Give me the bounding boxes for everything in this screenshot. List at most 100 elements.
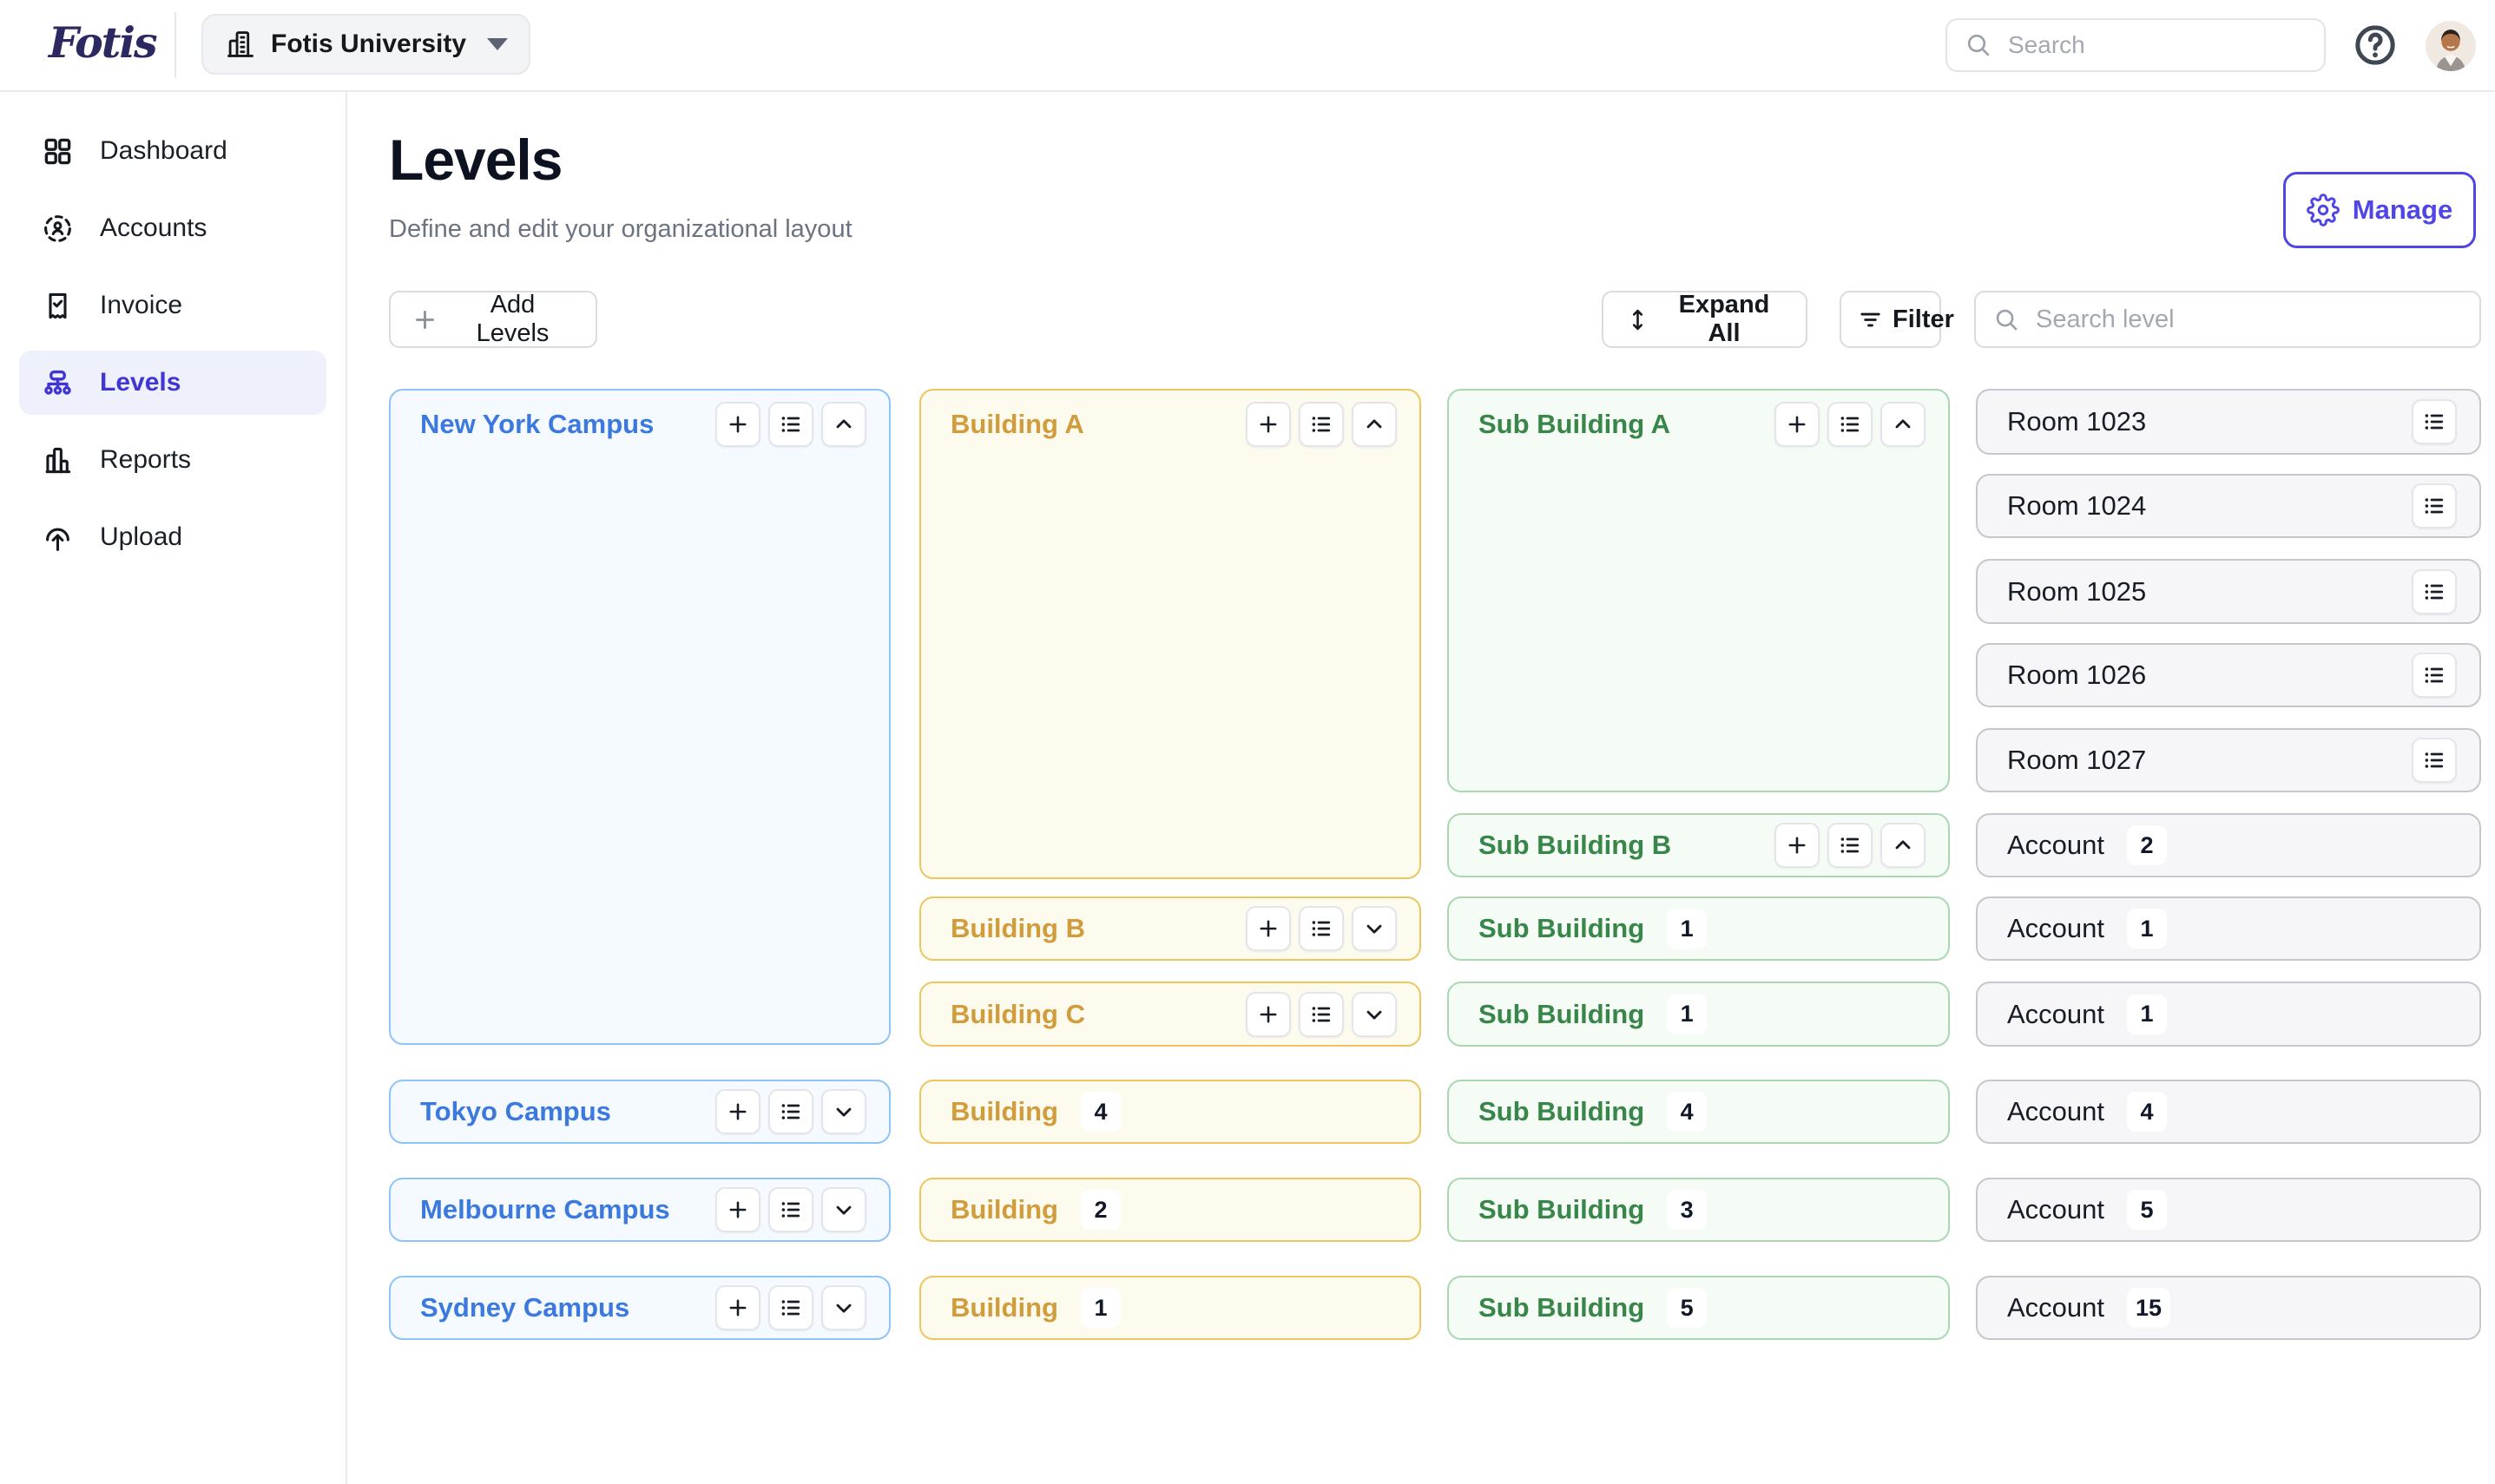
add-child-button[interactable] — [715, 402, 760, 447]
card-header: Building 1 — [921, 1277, 1419, 1338]
count-badge: 2 — [1080, 1190, 1121, 1230]
level-card-building-a[interactable]: Building A — [919, 389, 1421, 879]
level-card-room[interactable]: Room 1025 — [1976, 559, 2481, 624]
card-header: Account 1 — [1978, 898, 2479, 959]
expand-button[interactable] — [821, 1285, 866, 1330]
add-child-button[interactable] — [1774, 402, 1820, 447]
add-child-button[interactable] — [1246, 402, 1291, 447]
plus-icon — [726, 1198, 750, 1222]
card-actions — [1246, 906, 1397, 951]
global-search[interactable] — [1945, 18, 2326, 72]
level-card-sub-building-count[interactable]: Sub Building 1 — [1447, 982, 1950, 1047]
sidebar-item-invoice[interactable]: Invoice — [19, 273, 326, 338]
list-button[interactable] — [768, 1089, 813, 1134]
plus-icon — [726, 1296, 750, 1320]
org-switcher[interactable]: Fotis University — [201, 14, 531, 75]
collapse-button[interactable] — [1880, 402, 1926, 447]
card-header: Room 1025 — [1978, 561, 2479, 622]
list-icon — [779, 1296, 803, 1320]
count-badge: 5 — [1667, 1288, 1708, 1328]
list-button[interactable] — [1299, 906, 1344, 951]
level-card-sub-building-count[interactable]: Sub Building 4 — [1447, 1080, 1950, 1144]
level-card-melbourne-campus[interactable]: Melbourne Campus — [389, 1178, 891, 1242]
level-card-tokyo-campus[interactable]: Tokyo Campus — [389, 1080, 891, 1144]
level-card-building-count[interactable]: Building 4 — [919, 1080, 1421, 1144]
list-icon — [2422, 410, 2446, 434]
list-button[interactable] — [1299, 991, 1344, 1037]
sidebar-item-reports[interactable]: Reports — [19, 428, 326, 492]
level-card-sub-building-b[interactable]: Sub Building B — [1447, 813, 1950, 877]
level-card-building-count[interactable]: Building 2 — [919, 1178, 1421, 1242]
level-card-account-count[interactable]: Account 1 — [1976, 896, 2481, 961]
sidebar-item-accounts[interactable]: Accounts — [19, 196, 326, 260]
list-button[interactable] — [2412, 653, 2457, 698]
level-card-sub-building-a[interactable]: Sub Building A — [1447, 389, 1950, 792]
level-card-sub-building-count[interactable]: Sub Building 5 — [1447, 1276, 1950, 1340]
global-search-input[interactable] — [2006, 30, 2307, 60]
collapse-button[interactable] — [1880, 823, 1926, 868]
list-button[interactable] — [2412, 483, 2457, 529]
list-icon — [1309, 1002, 1333, 1027]
level-card-building-count[interactable]: Building 1 — [919, 1276, 1421, 1340]
card-header: Sub Building B — [1449, 815, 1948, 876]
level-card-room[interactable]: Room 1023 — [1976, 389, 2481, 455]
expand-button[interactable] — [1352, 906, 1397, 951]
sidebar-item-dashboard[interactable]: Dashboard — [19, 119, 326, 183]
sidebar-item-levels[interactable]: Levels — [19, 351, 326, 415]
list-button[interactable] — [1827, 823, 1873, 868]
list-button[interactable] — [2412, 738, 2457, 783]
card-header: Building 2 — [921, 1179, 1419, 1240]
level-card-account-count[interactable]: Account 1 — [1976, 982, 2481, 1047]
expand-button[interactable] — [821, 1089, 866, 1134]
add-child-button[interactable] — [715, 1285, 760, 1330]
filter-button[interactable]: Filter — [1840, 291, 1954, 348]
level-card-new-york-campus[interactable]: New York Campus — [389, 389, 891, 1045]
level-card-room[interactable]: Room 1024 — [1976, 474, 2481, 538]
level-card-account-count[interactable]: Account 5 — [1976, 1178, 2481, 1242]
level-title: Sub Building — [1478, 1194, 1645, 1225]
card-header: Sub Building 4 — [1449, 1081, 1948, 1142]
avatar[interactable] — [2426, 21, 2476, 71]
card-header: Building A — [921, 391, 1419, 458]
list-button[interactable] — [768, 1187, 813, 1232]
manage-button[interactable]: Manage — [2283, 172, 2476, 248]
card-header: Account 5 — [1978, 1179, 2479, 1240]
collapse-button[interactable] — [821, 402, 866, 447]
sidebar-item-upload[interactable]: Upload — [19, 505, 326, 569]
level-card-room[interactable]: Room 1026 — [1976, 643, 2481, 707]
add-child-button[interactable] — [715, 1187, 760, 1232]
list-button[interactable] — [1827, 402, 1873, 447]
list-button[interactable] — [2412, 568, 2457, 614]
list-button[interactable] — [768, 402, 813, 447]
search-level-input[interactable] — [2034, 304, 2462, 335]
add-child-button[interactable] — [1774, 823, 1820, 868]
level-card-account-count[interactable]: Account 15 — [1976, 1276, 2481, 1340]
level-card-building-c[interactable]: Building C — [919, 982, 1421, 1047]
list-button[interactable] — [768, 1285, 813, 1330]
level-card-account-count[interactable]: Account 4 — [1976, 1080, 2481, 1144]
level-card-building-b[interactable]: Building B — [919, 896, 1421, 961]
level-card-sub-building-count[interactable]: Sub Building 3 — [1447, 1178, 1950, 1242]
expand-all-button[interactable]: Expand All — [1602, 291, 1807, 348]
list-button[interactable] — [1299, 402, 1344, 447]
search-icon — [1965, 31, 1992, 59]
level-card-room[interactable]: Room 1027 — [1976, 728, 2481, 792]
collapse-button[interactable] — [1352, 402, 1397, 447]
level-title: Building — [951, 1194, 1058, 1225]
level-card-sydney-campus[interactable]: Sydney Campus — [389, 1276, 891, 1340]
list-button[interactable] — [2412, 399, 2457, 444]
add-child-button[interactable] — [1246, 906, 1291, 951]
card-header: Room 1026 — [1978, 645, 2479, 706]
dashboard-icon — [42, 135, 74, 167]
add-child-button[interactable] — [715, 1089, 760, 1134]
level-card-account-count[interactable]: Account 2 — [1976, 813, 2481, 877]
search-level[interactable] — [1974, 291, 2481, 348]
card-actions — [2412, 483, 2457, 529]
expand-button[interactable] — [821, 1187, 866, 1232]
level-card-sub-building-count[interactable]: Sub Building 1 — [1447, 896, 1950, 961]
add-levels-button[interactable]: Add Levels — [389, 291, 597, 348]
count-badge: 1 — [2127, 994, 2168, 1034]
add-child-button[interactable] — [1246, 991, 1291, 1037]
expand-button[interactable] — [1352, 991, 1397, 1037]
help-button[interactable] — [2353, 23, 2398, 68]
